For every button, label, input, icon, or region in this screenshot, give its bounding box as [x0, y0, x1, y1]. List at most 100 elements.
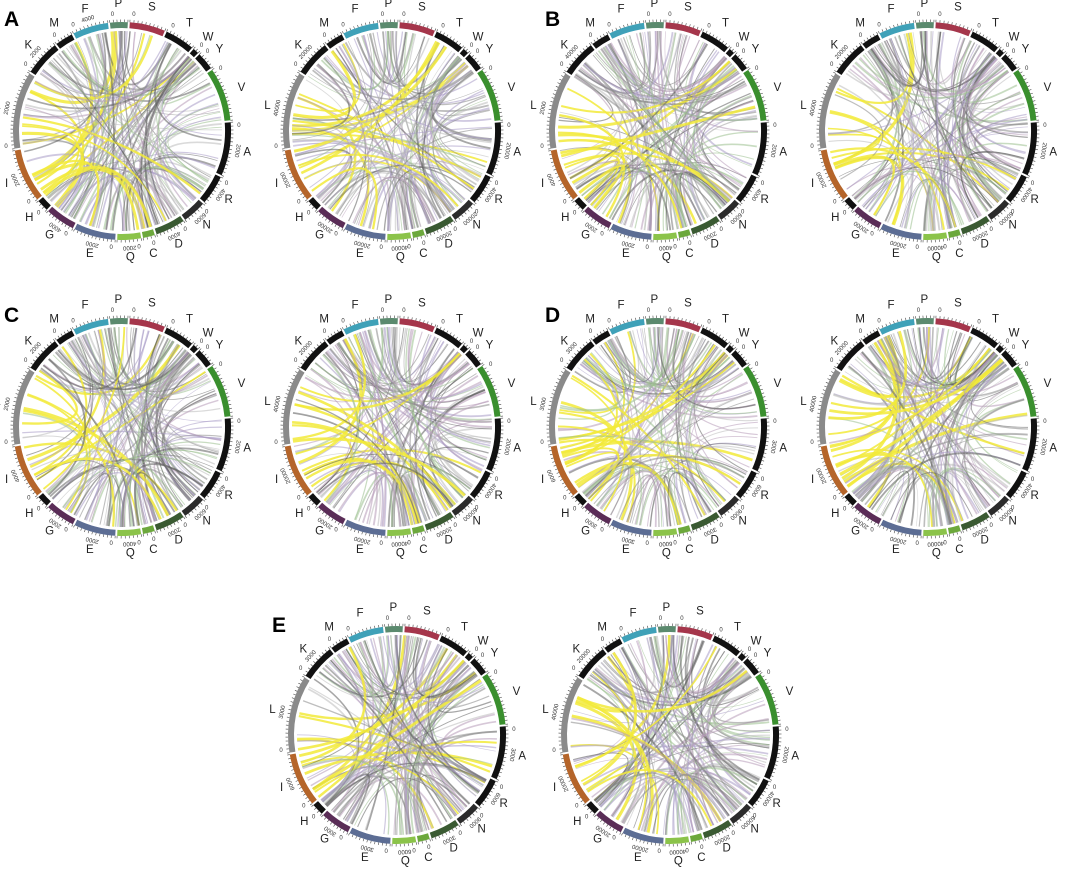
- tick-mark: [429, 232, 432, 236]
- tick-mark: [308, 203, 312, 206]
- amino-acid-label: E: [356, 544, 364, 556]
- tick-mark: [877, 524, 880, 527]
- tick-mark: [222, 171, 226, 173]
- tick-mark: [349, 27, 351, 31]
- tick-mark: [976, 524, 978, 527]
- tick-mark: [481, 664, 484, 667]
- segment-arc-D: [690, 215, 720, 235]
- tick-mark: [436, 325, 438, 328]
- tick-mark: [721, 40, 724, 44]
- ribbon: [307, 674, 478, 781]
- tick-mark: [1007, 54, 1011, 58]
- ribbon: [577, 463, 680, 526]
- amino-acid-label: S: [418, 2, 426, 14]
- ribbon: [392, 475, 414, 528]
- segment-arc-G: [48, 206, 76, 229]
- tick-mark: [965, 528, 968, 532]
- tick-mark: [955, 319, 957, 322]
- tick-mark: [866, 37, 869, 40]
- amino-acid-label: Q: [932, 548, 941, 560]
- tick-mark: [20, 176, 24, 178]
- tick-mark: [564, 366, 567, 369]
- tick-mark: [328, 516, 331, 519]
- tick-mark: [464, 508, 467, 511]
- tick-mark: [170, 228, 172, 231]
- tick-mark: [336, 826, 339, 829]
- tick-mark: [962, 234, 964, 237]
- tick-mark: [643, 626, 645, 630]
- tick-mark: [742, 816, 745, 819]
- ribbon: [672, 779, 727, 836]
- tick-mark: [500, 768, 504, 770]
- tick-zero-label: 0: [755, 362, 759, 368]
- tick-mark: [163, 231, 165, 235]
- tick-mark: [319, 45, 322, 48]
- ribbon: [162, 154, 216, 200]
- tick-mark: [15, 457, 18, 459]
- tick-mark: [1030, 92, 1033, 95]
- tick-value-label: 4000: [166, 230, 181, 242]
- tick-mark: [643, 840, 645, 844]
- tick-mark: [306, 496, 309, 499]
- tick-value-label: 2000: [621, 239, 636, 248]
- tick-mark: [323, 339, 326, 342]
- amino-acid-label: A: [1049, 442, 1057, 454]
- tick-mark: [347, 635, 349, 638]
- tick-mark: [489, 81, 493, 84]
- tick-mark: [483, 189, 486, 192]
- amino-acid-label: F: [629, 608, 636, 620]
- amino-acid-label: A: [243, 442, 251, 454]
- tick-mark: [552, 165, 555, 167]
- ribbon: [963, 352, 1008, 395]
- tick-mark: [554, 89, 557, 92]
- tick-mark: [221, 85, 225, 87]
- tick-mark: [632, 837, 634, 841]
- ribbon: [22, 330, 101, 439]
- tick-mark: [901, 236, 903, 240]
- tick-mark: [844, 203, 848, 206]
- tick-mark: [979, 226, 982, 230]
- tick-value-label: 4000: [81, 15, 96, 25]
- ribbon: [403, 32, 458, 207]
- tick-mark: [560, 754, 563, 756]
- amino-acid-label: L: [269, 704, 276, 716]
- amino-acid-label: A: [779, 442, 787, 454]
- tick-mark: [209, 492, 212, 495]
- ribbon: [600, 326, 660, 383]
- tick-mark: [1028, 171, 1032, 173]
- tick-mark: [693, 626, 695, 629]
- tick-mark: [576, 54, 580, 57]
- tick-mark: [440, 524, 442, 527]
- tick-mark: [1026, 472, 1030, 475]
- tick-mark: [204, 498, 207, 501]
- ribbon: [436, 72, 490, 116]
- tick-mark: [563, 367, 566, 370]
- tick-mark: [218, 180, 222, 182]
- ribbon: [932, 113, 1027, 231]
- tick-mark: [454, 515, 457, 519]
- ribbon: [655, 635, 754, 792]
- tick-value-label: 20000: [502, 142, 511, 160]
- tick-mark: [13, 105, 16, 107]
- tick-mark: [44, 209, 47, 212]
- segment-arc-V: [1013, 365, 1037, 417]
- tick-mark: [63, 331, 66, 335]
- tick-mark: [301, 790, 304, 793]
- amino-acid-label: Q: [396, 548, 405, 560]
- tick-zero-label: 0: [454, 227, 458, 233]
- ribbon: [662, 94, 752, 231]
- tick-zero-label: 0: [1012, 49, 1016, 55]
- ribbon: [603, 46, 758, 122]
- tick-mark: [696, 322, 699, 326]
- ribbon: [90, 474, 121, 528]
- tick-mark: [762, 675, 765, 678]
- segment-arc-N: [181, 199, 204, 220]
- amino-acid-label: L: [530, 100, 537, 112]
- tick-mark: [639, 627, 641, 631]
- ribbons: [291, 30, 493, 232]
- amino-acid-label: H: [573, 816, 581, 828]
- tick-mark: [702, 230, 705, 233]
- ribbon: [907, 32, 1021, 105]
- segment-arc-F: [609, 318, 645, 335]
